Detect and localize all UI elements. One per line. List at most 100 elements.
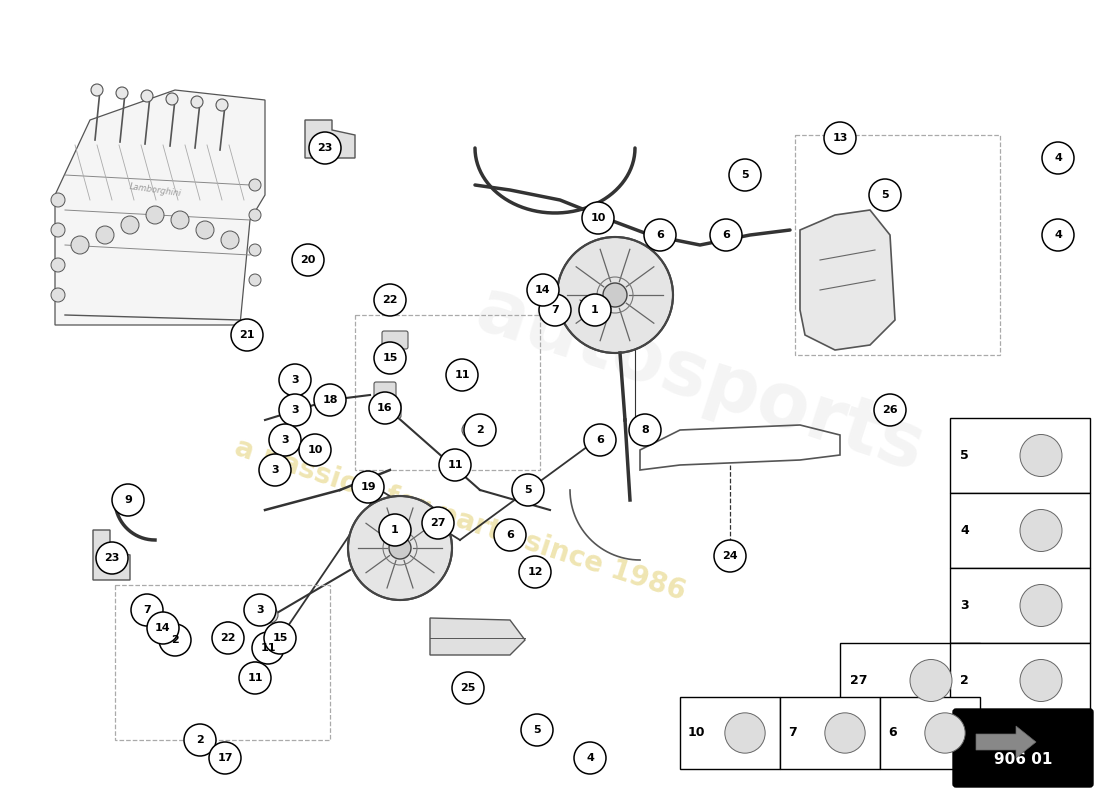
Circle shape xyxy=(521,714,553,746)
Text: 15: 15 xyxy=(383,353,398,363)
Text: 4: 4 xyxy=(1054,153,1062,163)
Text: 27: 27 xyxy=(850,674,868,687)
Circle shape xyxy=(579,294,610,326)
Circle shape xyxy=(96,226,114,244)
Text: 22: 22 xyxy=(220,633,235,643)
Circle shape xyxy=(374,342,406,374)
Circle shape xyxy=(447,452,463,468)
Circle shape xyxy=(348,496,452,600)
Circle shape xyxy=(527,274,559,306)
Text: 11: 11 xyxy=(248,673,263,683)
Text: 3: 3 xyxy=(272,465,278,475)
FancyBboxPatch shape xyxy=(950,493,1090,568)
Circle shape xyxy=(262,607,278,623)
Circle shape xyxy=(439,449,471,481)
Circle shape xyxy=(220,622,236,638)
Circle shape xyxy=(160,624,191,656)
Circle shape xyxy=(51,288,65,302)
Circle shape xyxy=(874,394,906,426)
Text: 3: 3 xyxy=(256,605,264,615)
Text: 6: 6 xyxy=(722,230,730,240)
Circle shape xyxy=(1020,585,1062,626)
Circle shape xyxy=(1042,142,1074,174)
Polygon shape xyxy=(94,530,130,580)
Text: 4: 4 xyxy=(1054,230,1062,240)
Circle shape xyxy=(1020,510,1062,551)
FancyBboxPatch shape xyxy=(840,643,980,718)
Text: 15: 15 xyxy=(273,633,288,643)
Text: 4: 4 xyxy=(960,524,969,537)
Text: 6: 6 xyxy=(656,230,664,240)
Text: 27: 27 xyxy=(430,518,446,528)
Circle shape xyxy=(309,132,341,164)
Text: 10: 10 xyxy=(307,445,322,455)
Text: autosports: autosports xyxy=(466,273,934,487)
Text: 8: 8 xyxy=(641,425,649,435)
Circle shape xyxy=(191,96,204,108)
Circle shape xyxy=(51,258,65,272)
Circle shape xyxy=(258,454,292,486)
Circle shape xyxy=(629,414,661,446)
Circle shape xyxy=(72,236,89,254)
Circle shape xyxy=(216,99,228,111)
FancyBboxPatch shape xyxy=(953,709,1093,787)
Text: 7: 7 xyxy=(143,605,151,615)
Text: 5: 5 xyxy=(534,725,541,735)
FancyBboxPatch shape xyxy=(950,418,1090,493)
Circle shape xyxy=(452,372,468,388)
Circle shape xyxy=(249,209,261,221)
Text: Lamborghini: Lamborghini xyxy=(129,182,182,198)
Text: 3: 3 xyxy=(282,435,289,445)
Circle shape xyxy=(374,284,406,316)
Circle shape xyxy=(314,384,346,416)
Text: a passion for parts since 1986: a passion for parts since 1986 xyxy=(231,434,689,606)
Circle shape xyxy=(494,519,526,551)
Circle shape xyxy=(166,93,178,105)
Circle shape xyxy=(51,193,65,207)
Circle shape xyxy=(147,612,179,644)
Circle shape xyxy=(212,622,244,654)
Circle shape xyxy=(714,540,746,572)
FancyBboxPatch shape xyxy=(379,402,401,418)
Circle shape xyxy=(464,414,496,446)
Circle shape xyxy=(249,179,261,191)
Text: 2: 2 xyxy=(476,425,484,435)
Text: 14: 14 xyxy=(536,285,551,295)
Circle shape xyxy=(452,672,484,704)
Text: 14: 14 xyxy=(155,623,170,633)
Circle shape xyxy=(196,221,214,239)
Text: 9: 9 xyxy=(124,495,132,505)
Text: 13: 13 xyxy=(833,133,848,143)
Circle shape xyxy=(368,392,402,424)
Text: 6: 6 xyxy=(888,726,896,739)
FancyBboxPatch shape xyxy=(382,331,408,349)
Text: 3: 3 xyxy=(292,375,299,385)
Circle shape xyxy=(1020,434,1062,477)
Circle shape xyxy=(239,662,271,694)
Text: 3: 3 xyxy=(960,599,969,612)
Text: 20: 20 xyxy=(300,255,316,265)
Polygon shape xyxy=(976,726,1036,758)
FancyBboxPatch shape xyxy=(374,382,396,398)
Circle shape xyxy=(379,514,411,546)
Circle shape xyxy=(644,219,676,251)
Text: 5: 5 xyxy=(741,170,749,180)
Circle shape xyxy=(1020,659,1062,702)
Text: 17: 17 xyxy=(218,753,233,763)
Circle shape xyxy=(249,244,261,256)
Polygon shape xyxy=(430,618,525,655)
Circle shape xyxy=(170,211,189,229)
FancyBboxPatch shape xyxy=(680,697,780,769)
Circle shape xyxy=(184,724,216,756)
FancyBboxPatch shape xyxy=(880,697,980,769)
Circle shape xyxy=(264,622,296,654)
Circle shape xyxy=(96,542,128,574)
Circle shape xyxy=(557,237,673,353)
Circle shape xyxy=(121,216,139,234)
Circle shape xyxy=(710,219,742,251)
Text: 23: 23 xyxy=(104,553,120,563)
Text: 18: 18 xyxy=(322,395,338,405)
Circle shape xyxy=(603,283,627,307)
FancyBboxPatch shape xyxy=(780,697,880,769)
Text: 2: 2 xyxy=(960,674,969,687)
